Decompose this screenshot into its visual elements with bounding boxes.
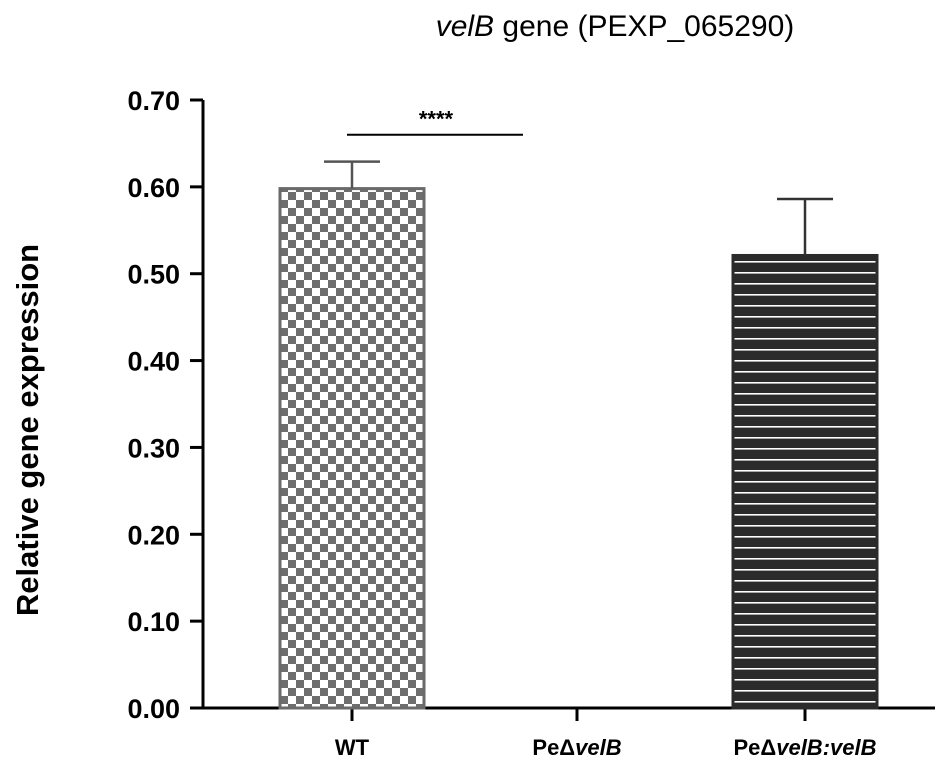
significance-annotation: **** [347,107,523,136]
y-axis: 0.00 0.10 0.20 0.30 0.40 0.50 0.60 0.70 [127,86,205,724]
y-tick-label: 0.20 [127,520,180,550]
y-tick-label: 0.50 [127,260,180,290]
y-tick-label: 0.10 [127,607,180,637]
bar-2 [731,253,879,710]
x-axis: WT PeΔvelB PeΔvelB:velB [201,706,935,760]
chart-title: velB gene (PEXP_065290) [436,10,795,43]
error-bars [324,160,833,256]
x-tick-label: PeΔvelB:velB [733,735,876,760]
y-tick-label: 0.40 [127,347,180,377]
y-tick-label: 0.60 [127,173,180,203]
significance-label: **** [419,107,454,132]
x-tick-label: PeΔvelB [532,735,621,760]
y-tick-label: 0.70 [127,86,180,116]
bar-0 [278,187,426,710]
bars [278,187,879,710]
y-tick-label: 0.30 [127,433,180,463]
y-tick-label: 0.00 [127,694,180,724]
y-axis-label: Relative gene expression [10,244,45,616]
x-tick-label: WT [335,735,370,760]
